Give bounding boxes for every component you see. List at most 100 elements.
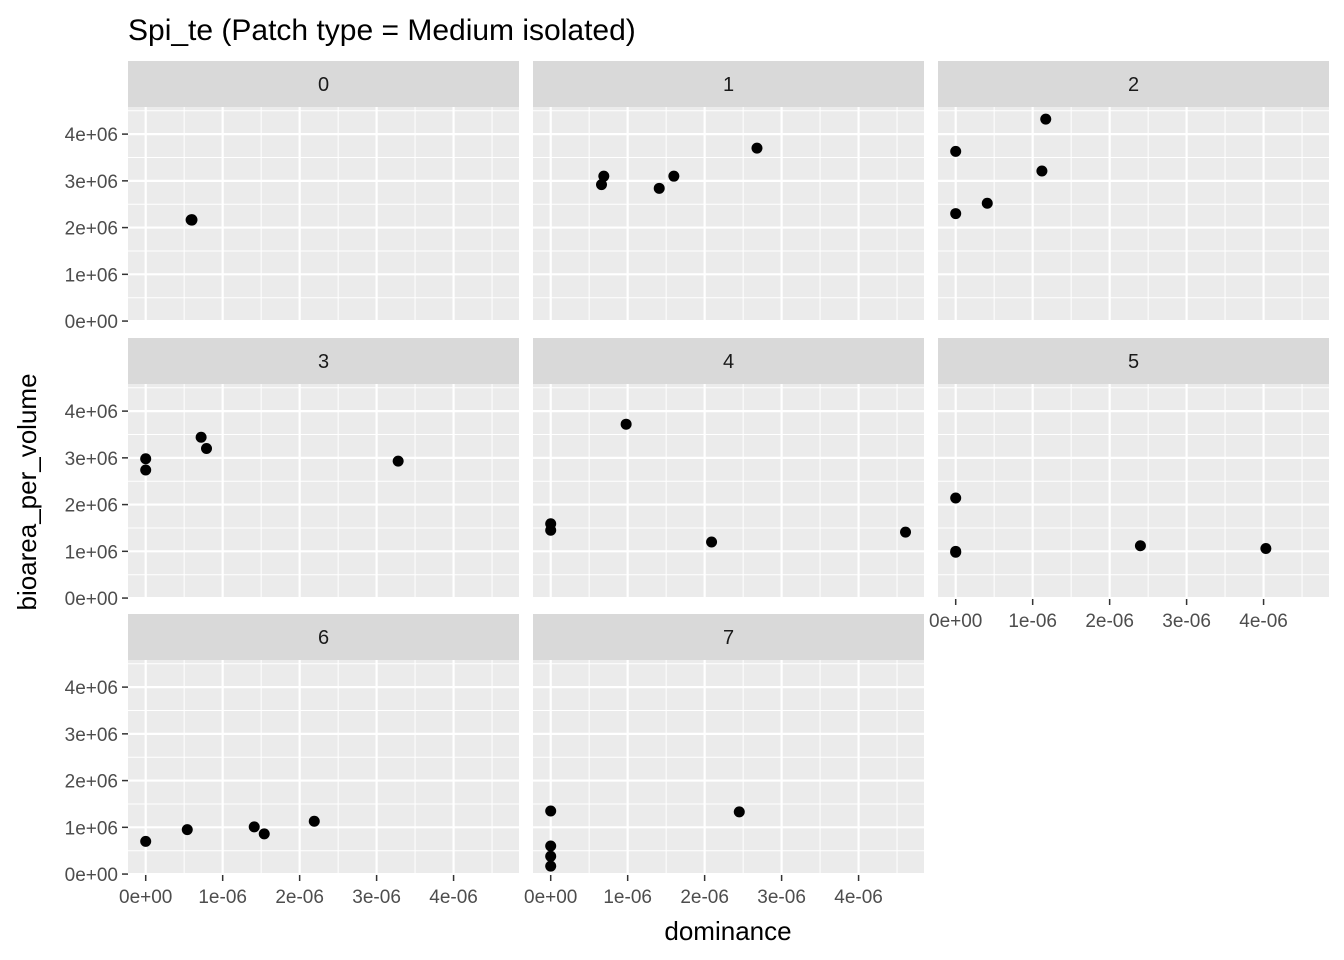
facet-panel-2: 2 [938, 61, 1329, 323]
data-point [751, 142, 763, 154]
data-point [950, 546, 962, 558]
y-tick-label: 4e+06 [65, 402, 118, 423]
data-point [1134, 540, 1146, 552]
y-tick-label: 4e+06 [65, 125, 118, 146]
data-point [258, 828, 270, 840]
data-point [181, 824, 193, 836]
x-tick-label: 1e-06 [1008, 611, 1057, 632]
y-tick-label: 3e+06 [65, 172, 118, 193]
panel-background [533, 660, 924, 875]
x-tick-label: 2e-06 [1085, 611, 1134, 632]
facet-panel-5: 5 0e+00 1e-06 2e-06 3e-06 4e-06 [929, 338, 1329, 632]
panel-background [128, 660, 519, 875]
x-tick-label: 3e-06 [352, 887, 401, 908]
y-tick-label: 0e+00 [65, 865, 118, 886]
facet-strip [128, 61, 519, 107]
data-point [545, 850, 557, 862]
panel-background [938, 107, 1329, 322]
facet-panel-1: 1 [533, 61, 924, 323]
data-point [706, 536, 718, 548]
y-tick-label: 0e+00 [65, 312, 118, 333]
facet-strip [938, 338, 1329, 384]
y-tick-label: 3e+06 [65, 449, 118, 470]
data-point [545, 860, 557, 872]
data-point [596, 179, 608, 191]
facet-strip-label: 6 [318, 627, 329, 649]
data-point [598, 170, 610, 182]
y-tick-label: 2e+06 [65, 496, 118, 517]
facet-panel-3: 3 0e+00 1e+06 2e+06 3e+06 4e+06 [65, 338, 519, 610]
data-point [981, 197, 993, 209]
panel-background [128, 107, 519, 322]
facet-panels: 0 0e+00 1e+06 2e+06 3e+06 4e+06 1 2 3 0e+00 1e+06 2… [65, 61, 1329, 908]
facet-strip [533, 61, 924, 107]
facet-strip [128, 614, 519, 660]
x-tick-label: 3e-06 [1162, 611, 1211, 632]
y-tick-label: 1e+06 [65, 265, 118, 286]
y-tick-label: 4e+06 [65, 678, 118, 699]
panel-background [938, 384, 1329, 599]
x-tick-label: 4e-06 [834, 887, 883, 908]
y-tick-label: 3e+06 [65, 725, 118, 746]
y-tick-label: 2e+06 [65, 772, 118, 793]
data-point [140, 464, 152, 476]
data-point [248, 821, 260, 833]
x-tick-label: 4e-06 [429, 887, 478, 908]
x-tick-label: 4e-06 [1239, 611, 1288, 632]
data-point [1036, 165, 1048, 177]
facet-strip-label: 1 [723, 74, 734, 96]
facet-strip [938, 61, 1329, 107]
facet-panel-7: 7 0e+00 1e-06 2e-06 3e-06 4e-06 [524, 614, 924, 908]
facet-strip-label: 7 [723, 627, 734, 649]
data-point [308, 815, 320, 827]
data-point [900, 526, 912, 538]
data-point [733, 806, 745, 818]
data-point [950, 145, 962, 157]
data-point [668, 170, 680, 182]
facet-strip-label: 3 [318, 351, 329, 373]
x-tick-label: 1e-06 [603, 887, 652, 908]
chart-title: Spi_te (Patch type = Medium isolated) [128, 14, 636, 47]
data-point [545, 524, 557, 536]
facet-strip [533, 338, 924, 384]
facet-panel-4: 4 [533, 338, 924, 600]
data-point [1040, 113, 1052, 125]
data-point [201, 443, 213, 454]
data-point [140, 835, 152, 847]
panel-background [128, 384, 519, 599]
data-point [1260, 543, 1272, 555]
facet-strip-label: 4 [723, 351, 734, 373]
y-tick-label: 1e+06 [65, 542, 118, 563]
data-point [653, 182, 665, 194]
data-point [185, 214, 197, 226]
x-tick-label: 1e-06 [198, 887, 247, 908]
y-tick-label: 2e+06 [65, 219, 118, 240]
data-point [392, 455, 404, 467]
x-tick-label: 3e-06 [757, 887, 806, 908]
facet-strip-label: 5 [1128, 351, 1139, 373]
data-point [195, 431, 207, 443]
facet-strip-label: 2 [1128, 74, 1139, 96]
panel-background [533, 384, 924, 599]
x-tick-label: 2e-06 [275, 887, 324, 908]
facet-panel-0: 0 0e+00 1e+06 2e+06 3e+06 4e+06 [65, 61, 519, 333]
data-point [620, 418, 632, 430]
data-point [545, 805, 557, 817]
y-tick-label: 0e+00 [65, 589, 118, 610]
facet-strip [128, 338, 519, 384]
panel-background [533, 107, 924, 322]
facet-panel-6: 6 0e+00 1e+06 2e+06 3e+06 4e+06 0e+00 1e-06 2e-0… [65, 614, 519, 908]
facet-strip-label: 0 [318, 74, 329, 96]
y-tick-label: 1e+06 [65, 818, 118, 839]
y-axis-title: bioarea_per_volume [12, 373, 42, 610]
facet-strip [533, 614, 924, 660]
data-point [545, 840, 557, 852]
x-axis-title: dominance [664, 916, 791, 946]
x-tick-label: 0e+00 [929, 611, 982, 632]
data-point [140, 453, 152, 465]
data-point [950, 208, 962, 220]
x-tick-label: 2e-06 [680, 887, 729, 908]
x-tick-label: 0e+00 [119, 887, 172, 908]
data-point [950, 492, 962, 504]
